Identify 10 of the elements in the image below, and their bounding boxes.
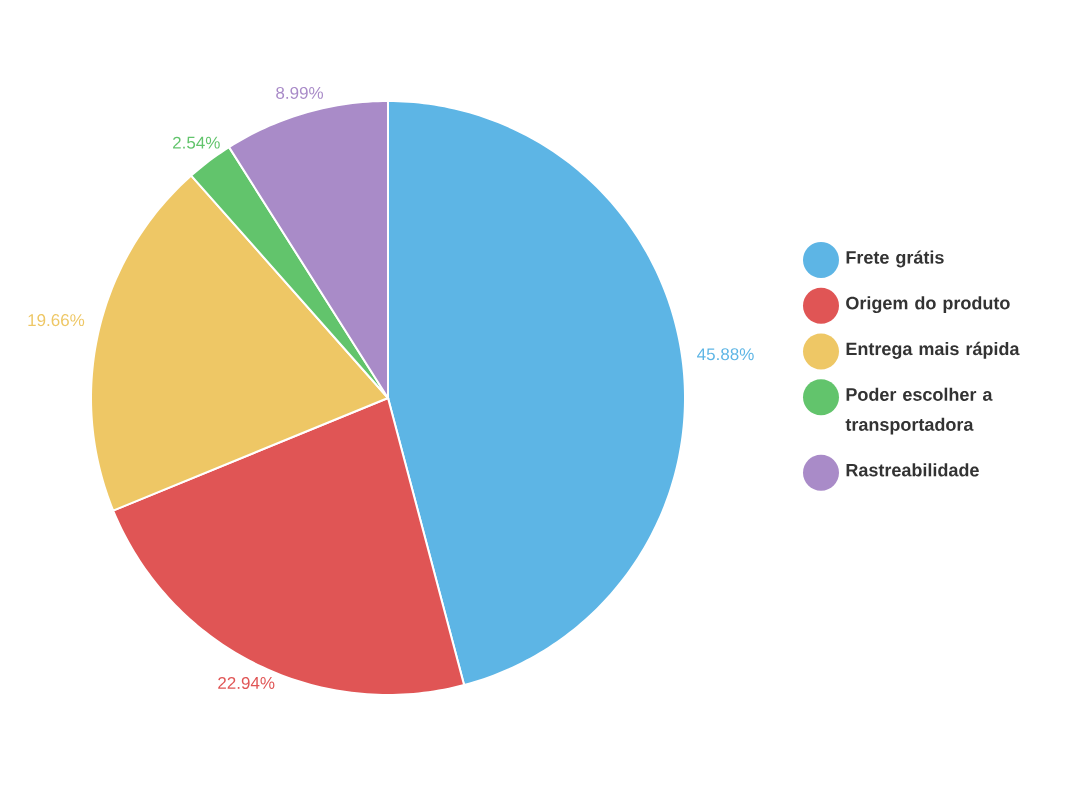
legend-label: Origem do produto [846, 296, 1010, 314]
data-label: 45.88% [697, 348, 754, 361]
legend-label: Entrega mais rápida [846, 341, 1020, 359]
data-label: 2.54% [173, 136, 220, 149]
data-label: 8.99% [276, 86, 324, 99]
data-label: 19.66% [28, 314, 85, 327]
data-label: 22.94% [218, 676, 275, 689]
legend-label: Frete grátis [846, 250, 944, 268]
legend-label: Poder escolher a transportadora [845, 387, 993, 435]
legend-label: Rastreabilidade [846, 463, 979, 477]
